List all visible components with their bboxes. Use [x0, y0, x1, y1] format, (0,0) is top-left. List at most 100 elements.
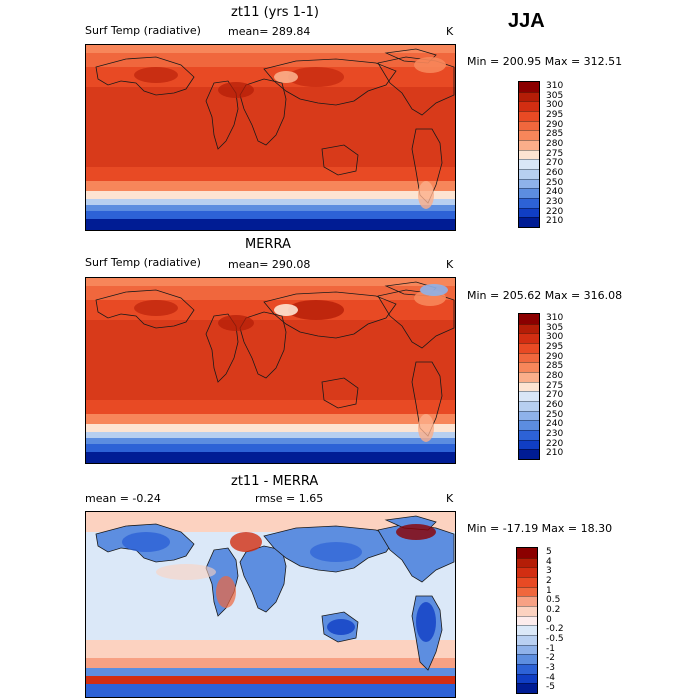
panel3-unit: K [446, 492, 454, 505]
colorbar-swatch [517, 673, 537, 684]
colorbar-swatch [519, 82, 539, 92]
colorbar-tick-label: 0.5 [546, 595, 561, 606]
colorbar-tick-label: 240 [546, 419, 564, 430]
panel3-map [85, 511, 456, 698]
colorbar-tick-label: 310 [546, 312, 564, 323]
colorbar-swatch [519, 217, 539, 227]
colorbar-tick-label: 2 [546, 575, 552, 586]
panel2-colorbar [518, 313, 540, 460]
colorbar-tick-label: 230 [546, 196, 564, 207]
colorbar-swatch [519, 110, 539, 121]
colorbar-swatch [517, 615, 537, 626]
colorbar-tick-label: 260 [546, 399, 564, 410]
panel3-minmax: Min = -17.19 Max = 18.30 [467, 522, 613, 535]
colorbar-tick-label: 3 [546, 566, 552, 577]
panel2-variable: Surf Temp (radiative) [85, 256, 201, 269]
panel1-variable: Surf Temp (radiative) [85, 24, 201, 37]
panel3-colorbar-labels: 5 4 3 2 1 0.5 0.2 0 -0.2 -0.5 -1 -2 -3 -4 -5 [546, 547, 586, 692]
colorbar-tick-label: 285 [546, 361, 564, 372]
colorbar-tick-label: 280 [546, 370, 564, 381]
colorbar-swatch [519, 381, 539, 392]
colorbar-swatch [519, 130, 539, 140]
panel3-mean: mean = -0.24 [85, 492, 161, 505]
colorbar-tick-label: 300 [546, 332, 564, 343]
colorbar-swatch [519, 410, 539, 421]
colorbar-swatch [517, 663, 537, 674]
colorbar-swatch [519, 371, 539, 382]
colorbar-tick-label: 220 [546, 206, 564, 217]
colorbar-tick-label: 270 [546, 390, 564, 401]
panel1-mean: mean= 289.84 [228, 25, 311, 38]
colorbar-swatch [519, 439, 539, 450]
colorbar-tick-label: 4 [546, 556, 552, 567]
colorbar-tick-label: 295 [546, 341, 564, 352]
panel2-title: MERRA [245, 237, 291, 252]
colorbar-swatch [517, 548, 537, 558]
colorbar-tick-label: 250 [546, 177, 564, 188]
colorbar-swatch [519, 352, 539, 363]
temperature-field [86, 278, 455, 463]
colorbar-tick-label: 210 [546, 216, 564, 227]
colorbar-tick-label: 280 [546, 138, 564, 149]
colorbar-tick-label: 295 [546, 109, 564, 120]
colorbar-swatch [519, 139, 539, 150]
colorbar-tick-label: 270 [546, 158, 564, 169]
panel2-mean: mean= 290.08 [228, 258, 311, 271]
colorbar-swatch [519, 333, 539, 343]
panel1-unit: K [446, 25, 454, 38]
colorbar-tick-label: 285 [546, 129, 564, 140]
colorbar-swatch [519, 342, 539, 353]
panel3-colorbar [516, 547, 538, 694]
panel1-minmax: Min = 200.95 Max = 312.51 [467, 55, 623, 68]
colorbar-tick-label: 260 [546, 167, 564, 178]
colorbar-swatch [519, 197, 539, 208]
colorbar-swatch [519, 149, 539, 160]
colorbar-tick-label: 210 [546, 448, 564, 459]
panel1-map [85, 44, 456, 231]
colorbar-swatch [517, 683, 537, 693]
temperature-field [86, 45, 455, 230]
colorbar-tick-label: -3 [546, 662, 555, 673]
season-label: JJA [508, 10, 545, 32]
colorbar-tick-label: 290 [546, 351, 564, 362]
colorbar-swatch [519, 400, 539, 411]
colorbar-tick-label: 275 [546, 148, 564, 159]
colorbar-tick-label: 305 [546, 90, 564, 101]
colorbar-swatch [519, 391, 539, 401]
difference-field [86, 512, 455, 697]
panel2-minmax: Min = 205.62 Max = 316.08 [467, 289, 623, 302]
colorbar-swatch [519, 323, 539, 334]
colorbar-swatch [519, 188, 539, 198]
panel3-rmse: rmse = 1.65 [255, 492, 324, 505]
colorbar-tick-label: 275 [546, 380, 564, 391]
colorbar-swatch [519, 159, 539, 169]
colorbar-tick-label: 305 [546, 322, 564, 333]
colorbar-tick-label: 310 [546, 80, 564, 91]
colorbar-swatch [517, 557, 537, 568]
colorbar-swatch [519, 207, 539, 218]
colorbar-swatch [519, 120, 539, 131]
colorbar-swatch [519, 449, 539, 459]
panel2-unit: K [446, 258, 454, 271]
colorbar-swatch [517, 605, 537, 616]
colorbar-tick-label: 0.2 [546, 604, 561, 615]
panel2-colorbar-labels: 310 305 300 295 290 285 280 275 270 260 250 240 230 2… [546, 313, 586, 458]
colorbar-swatch [517, 654, 537, 664]
colorbar-tick-label: -2 [546, 653, 555, 664]
colorbar-swatch [519, 178, 539, 189]
colorbar-swatch [517, 576, 537, 587]
colorbar-swatch [519, 314, 539, 324]
colorbar-tick-label: 220 [546, 438, 564, 449]
panel3-title: zt11 - MERRA [231, 474, 319, 489]
colorbar-swatch [517, 634, 537, 645]
colorbar-tick-label: -0.2 [546, 624, 564, 635]
colorbar-swatch [517, 596, 537, 606]
colorbar-swatch [519, 101, 539, 111]
colorbar-swatch [519, 429, 539, 440]
colorbar-tick-label: -5 [546, 682, 555, 693]
panel1-title: zt11 (yrs 1-1) [231, 5, 319, 20]
colorbar-tick-label: -0.5 [546, 633, 564, 644]
colorbar-swatch [519, 420, 539, 430]
panel2-map [85, 277, 456, 464]
panel1-colorbar-labels: 310 305 300 295 290 285 280 275 270 260 250 240 230 2… [546, 81, 586, 226]
